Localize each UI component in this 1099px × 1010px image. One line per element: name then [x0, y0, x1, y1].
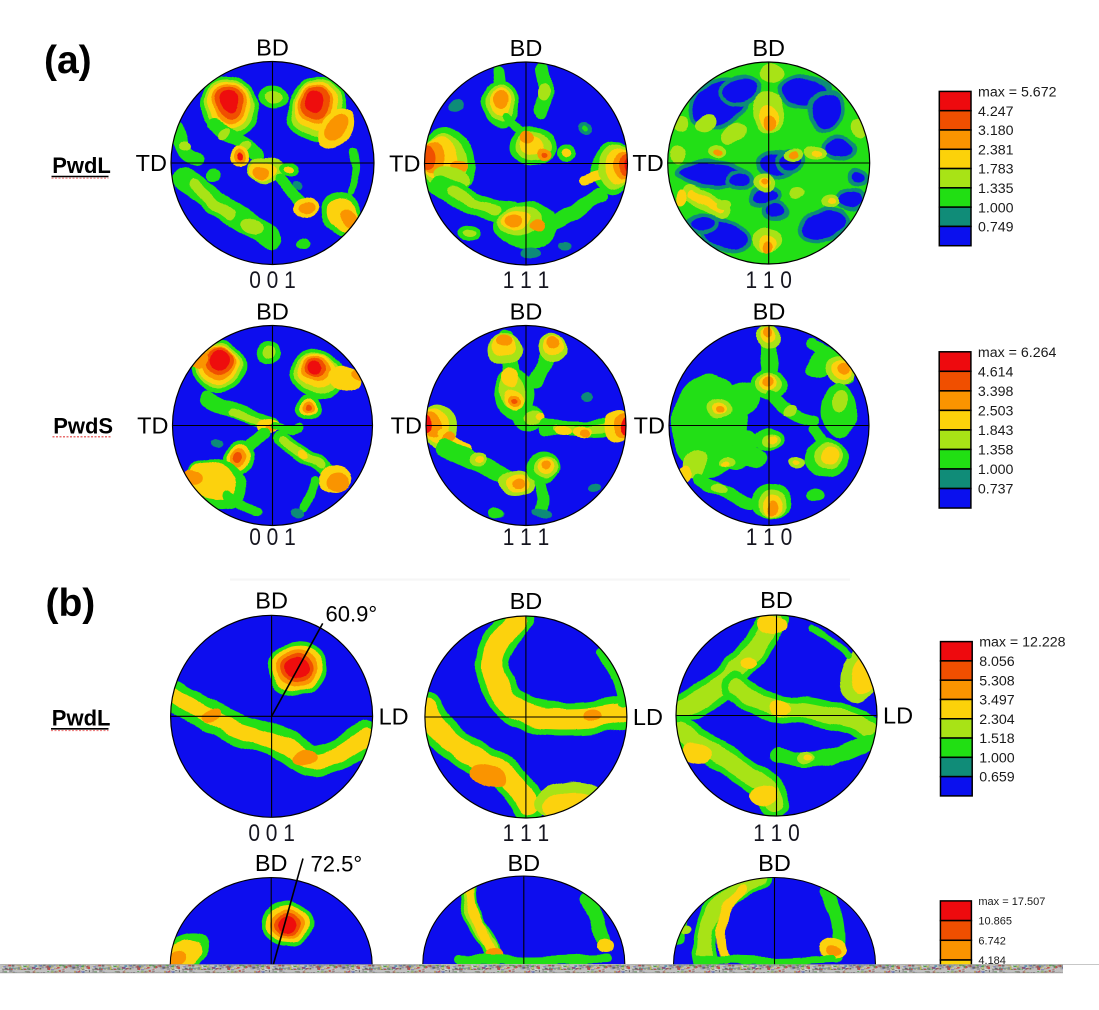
svg-text:PwdS: PwdS [53, 413, 113, 438]
svg-text:PwdL: PwdL [52, 705, 111, 730]
svg-text:0 0 1: 0 0 1 [248, 820, 295, 847]
svg-text:max = 6.264: max = 6.264 [978, 345, 1057, 361]
svg-text:8.056: 8.056 [979, 654, 1015, 670]
svg-text:BD: BD [256, 299, 289, 325]
svg-text:0 0 1: 0 0 1 [249, 524, 296, 551]
svg-text:BD: BD [256, 35, 289, 61]
svg-text:72.5°: 72.5° [311, 852, 363, 877]
svg-text:TD: TD [137, 413, 168, 439]
svg-text:BD: BD [752, 35, 785, 61]
svg-text:1.843: 1.843 [978, 423, 1014, 439]
svg-text:3.180: 3.180 [978, 123, 1014, 139]
svg-text:0 0 1: 0 0 1 [249, 267, 296, 294]
svg-text:LD: LD [633, 704, 663, 730]
svg-text:1.358: 1.358 [978, 443, 1014, 459]
svg-text:BD: BD [510, 35, 543, 61]
svg-text:1.783: 1.783 [978, 162, 1014, 178]
svg-text:TD: TD [634, 413, 665, 439]
svg-text:6.742: 6.742 [978, 935, 1006, 947]
svg-text:TD: TD [136, 150, 167, 176]
svg-text:BD: BD [255, 850, 288, 876]
svg-text:BD: BD [753, 299, 786, 325]
svg-text:1.518: 1.518 [979, 731, 1015, 747]
svg-text:BD: BD [507, 850, 540, 876]
svg-text:4.614: 4.614 [978, 364, 1014, 380]
svg-text:BD: BD [510, 588, 543, 614]
svg-text:1 1 0: 1 1 0 [746, 524, 793, 551]
svg-text:LD: LD [883, 703, 913, 729]
svg-text:BD: BD [760, 587, 793, 613]
svg-text:BD: BD [758, 850, 791, 876]
svg-text:TD: TD [389, 151, 420, 177]
svg-text:5.308: 5.308 [979, 673, 1015, 689]
svg-text:0.659: 0.659 [979, 770, 1015, 786]
svg-text:2.503: 2.503 [978, 404, 1014, 420]
svg-text:BD: BD [255, 587, 288, 613]
svg-text:BD: BD [510, 299, 543, 325]
svg-text:LD: LD [379, 703, 409, 729]
svg-text:1.335: 1.335 [978, 181, 1014, 197]
svg-text:TD: TD [632, 150, 663, 176]
svg-text:1 1 1: 1 1 1 [503, 524, 550, 551]
svg-text:1.000: 1.000 [979, 751, 1015, 767]
svg-text:1 1 0: 1 1 0 [745, 267, 792, 294]
svg-text:max = 17.507: max = 17.507 [978, 896, 1045, 908]
svg-text:2.381: 2.381 [978, 142, 1014, 158]
svg-text:1 1 1: 1 1 1 [503, 267, 550, 294]
svg-text:(a): (a) [44, 39, 92, 82]
svg-text:1.000: 1.000 [978, 462, 1014, 478]
svg-text:1.000: 1.000 [978, 200, 1014, 216]
svg-text:10.865: 10.865 [978, 916, 1012, 928]
svg-text:0.749: 0.749 [978, 220, 1014, 236]
svg-text:0.737: 0.737 [978, 482, 1014, 498]
svg-text:PwdL: PwdL [52, 153, 111, 178]
svg-text:60.9°: 60.9° [326, 602, 378, 627]
svg-text:2.304: 2.304 [979, 712, 1015, 728]
svg-text:3.497: 3.497 [979, 693, 1015, 709]
svg-text:1 1 1: 1 1 1 [503, 820, 550, 847]
svg-text:max = 12.228: max = 12.228 [979, 635, 1065, 651]
svg-text:1 1 0: 1 1 0 [753, 820, 800, 847]
svg-text:TD: TD [391, 413, 422, 439]
svg-text:3.398: 3.398 [978, 384, 1014, 400]
svg-text:(b): (b) [46, 582, 96, 625]
svg-text:max = 5.672: max = 5.672 [978, 85, 1057, 101]
svg-text:4.247: 4.247 [978, 104, 1014, 120]
